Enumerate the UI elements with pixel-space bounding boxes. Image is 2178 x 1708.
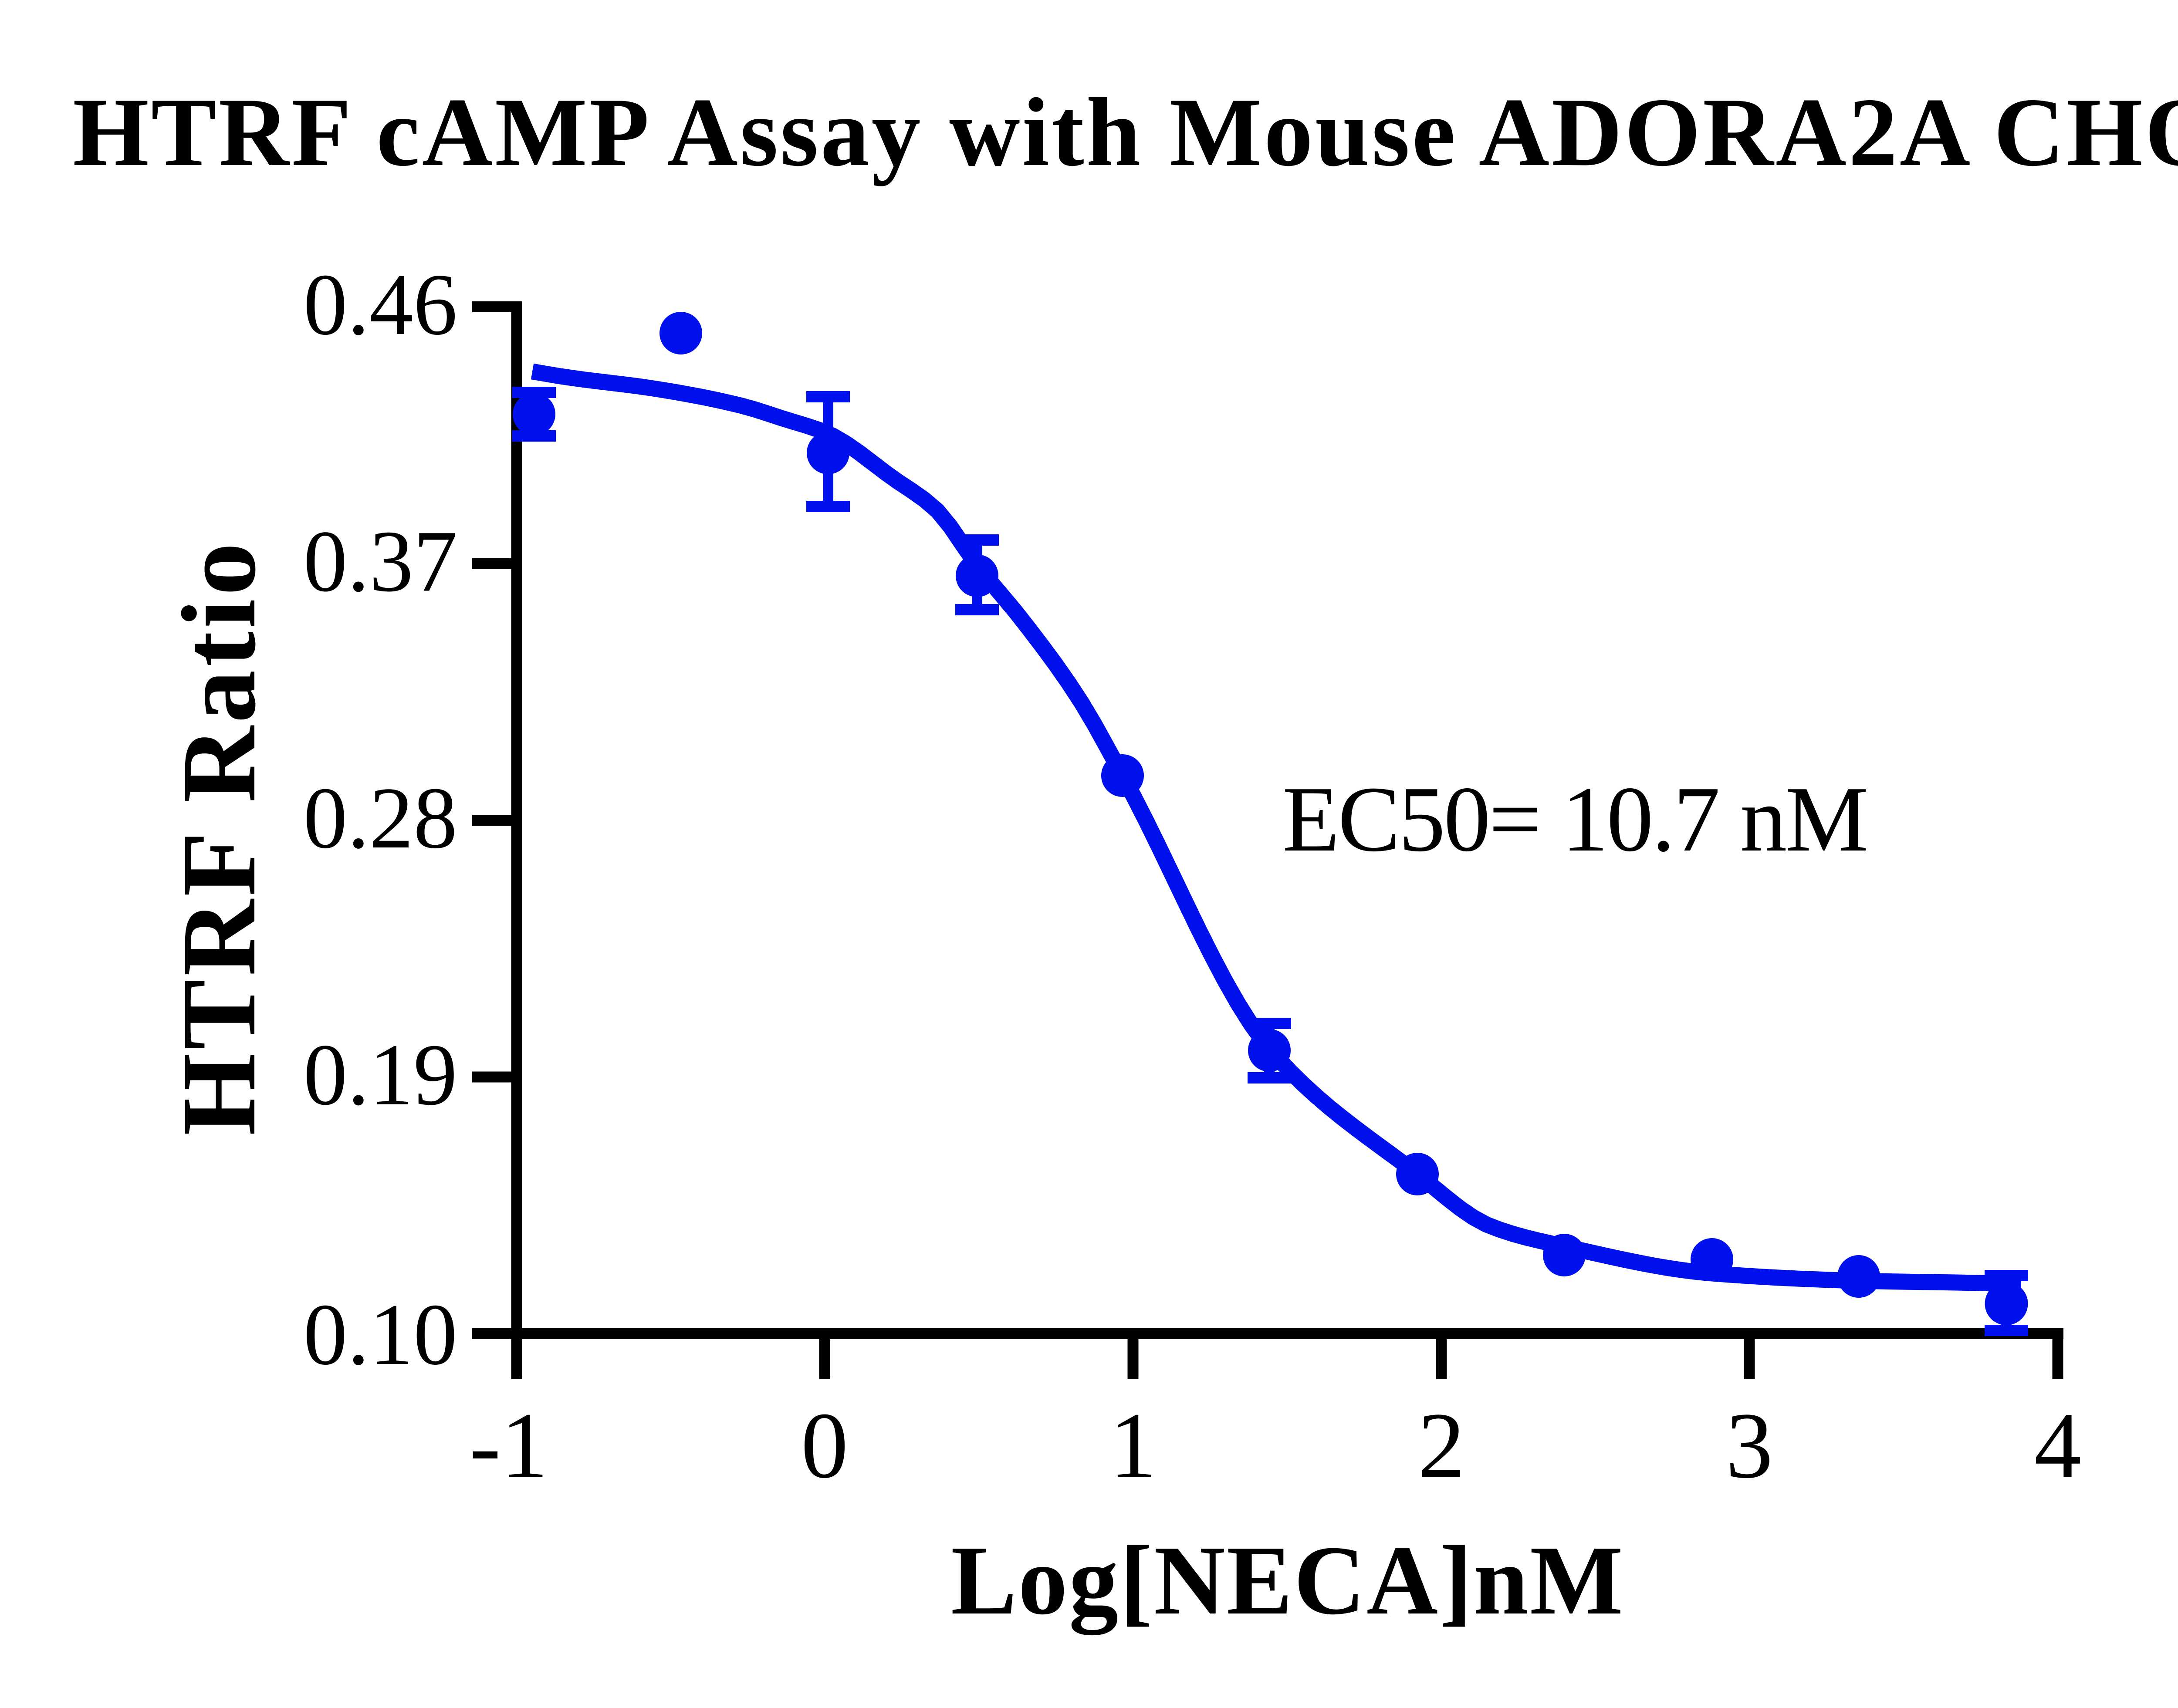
svg-text:0.10: 0.10 <box>304 1286 458 1383</box>
svg-text:0.28: 0.28 <box>304 769 458 867</box>
svg-text:Log[NECA]nM: Log[NECA]nM <box>951 1526 1624 1635</box>
svg-text:3: 3 <box>1726 1393 1773 1498</box>
svg-text:0.46: 0.46 <box>304 256 458 353</box>
svg-text:0.19: 0.19 <box>304 1026 458 1124</box>
svg-text:4: 4 <box>2034 1393 2082 1498</box>
svg-text:0: 0 <box>801 1393 849 1498</box>
svg-text:-1: -1 <box>470 1393 548 1498</box>
svg-text:EC50= 10.7 nM: EC50= 10.7 nM <box>1282 767 1867 871</box>
svg-text:0.37: 0.37 <box>304 513 458 610</box>
svg-text:1: 1 <box>1109 1393 1157 1498</box>
svg-text:HTRF Ratio: HTRF Ratio <box>160 540 277 1136</box>
svg-text:HTRF cAMP Assay with Mouse ADO: HTRF cAMP Assay with Mouse ADORA2A CHO(C… <box>73 78 2178 186</box>
svg-text:2: 2 <box>1418 1393 1465 1498</box>
